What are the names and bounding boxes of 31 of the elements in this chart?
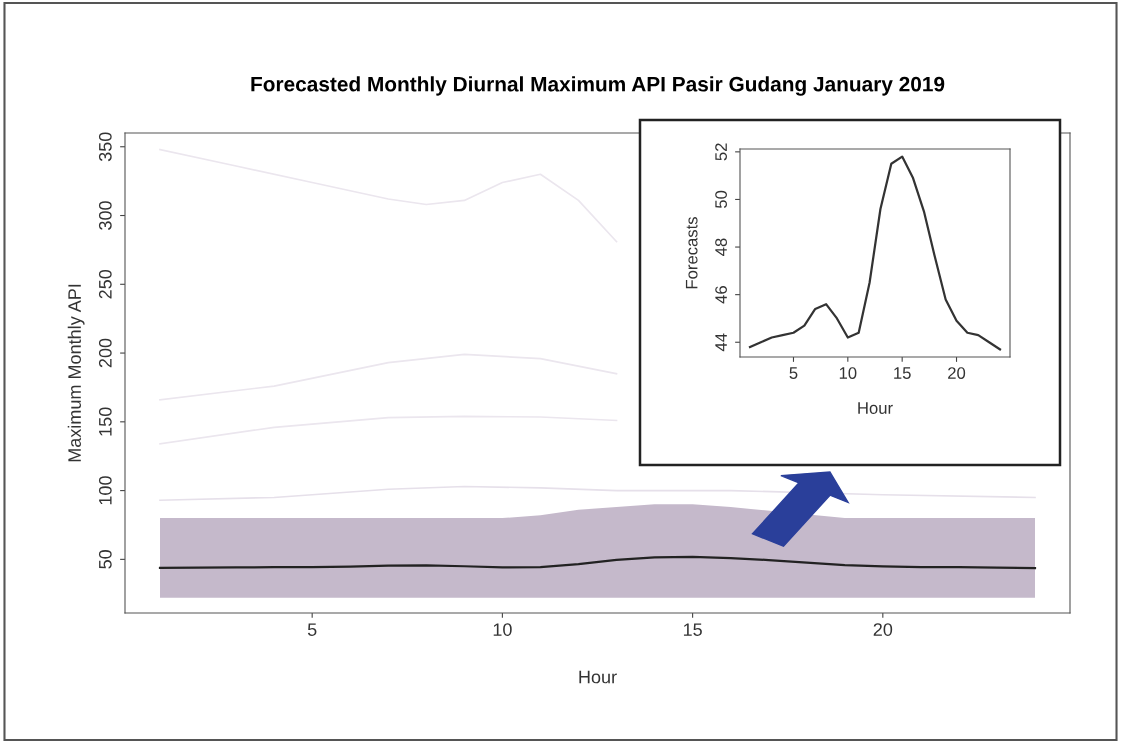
line-series [748,155,1002,351]
y-tick-label: 50 [715,190,727,209]
x-axis-title: Hour [858,402,893,414]
x-tick-label: 20 [948,367,966,379]
y-tick-label: 300 [98,201,112,230]
x-tick-label: 10 [839,367,857,379]
x-tick-label: 5 [307,623,317,636]
y-tick-label: 50 [98,550,112,569]
line-series [159,353,618,401]
x-tick-label: 10 [493,623,512,636]
y-tick-label: 52 [715,143,727,161]
x-tick-label: 15 [894,367,911,379]
y-axis-title: Maximum Monthly API [67,284,85,462]
y-tick-label: 350 [98,132,112,162]
y-tick-label: 44 [715,333,727,352]
y-tick-label: 46 [715,286,727,304]
x-tick-label: 20 [873,623,893,636]
y-tick-label: 100 [98,476,112,505]
y-axis-title: Forecasts [685,217,698,289]
x-tick-label: 15 [683,623,702,636]
line-series [159,485,1036,502]
chart-title: Forecasted Monthly Diurnal Maximum API Pasir Gudang January 2019 [251,76,945,96]
y-tick-label: 48 [715,238,727,256]
line-series [159,415,618,445]
y-tick-label: 150 [98,407,112,436]
line-series [158,555,1037,570]
line-series [159,148,618,243]
x-tick-label: 5 [789,367,798,379]
y-tick-label: 200 [98,338,112,368]
x-axis-title: Hour [579,670,617,684]
y-tick-label: 250 [98,269,112,299]
